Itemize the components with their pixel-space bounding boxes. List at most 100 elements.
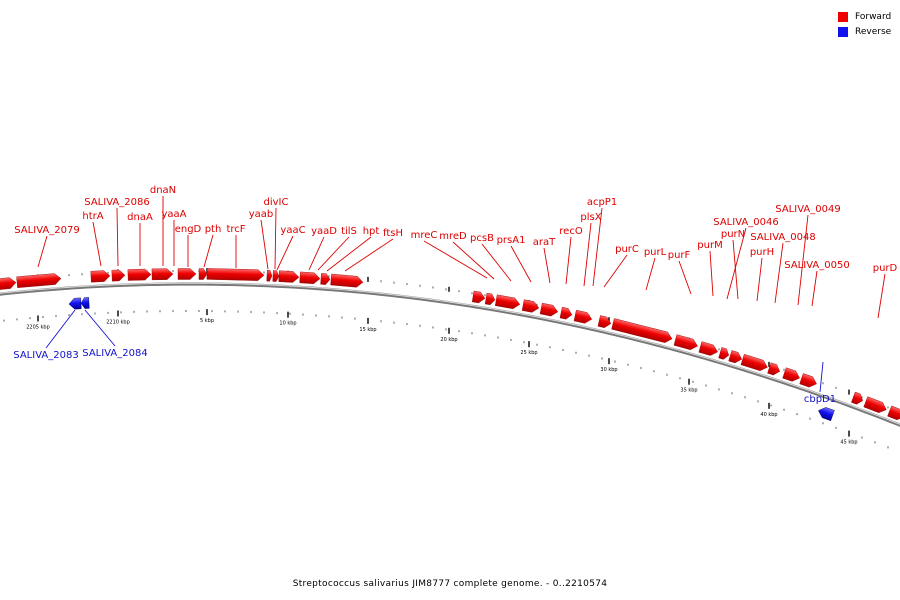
forward-gene-arrow (767, 362, 780, 376)
legend-forward: Forward (838, 9, 891, 24)
forward-gene-arrow (484, 292, 496, 305)
forward-leader-line (811, 270, 818, 307)
forward-leader-line (203, 234, 214, 268)
forward-gene-arrow (90, 270, 111, 283)
forward-gene-arrow (863, 396, 887, 413)
forward-gene-label: hpt (363, 226, 380, 237)
forward-gene-label: divIC (264, 197, 289, 208)
forward-leader-line (732, 239, 739, 300)
scale-label: 5 kbp (200, 318, 214, 324)
forward-leader-line (877, 273, 886, 319)
forward-gene-arrow (573, 309, 593, 324)
forward-gene-label: tilS (341, 226, 357, 237)
forward-gene-label: dnaA (127, 212, 153, 223)
forward-leader-line (774, 242, 784, 304)
forward-leader-line (481, 243, 512, 282)
forward-gene-label: purC (615, 244, 639, 255)
forward-leader-line (645, 257, 656, 291)
forward-gene-label: SALIVA_0049 (775, 204, 840, 215)
forward-gene-label: purF (668, 250, 691, 261)
forward-gene-arrow (559, 306, 573, 320)
forward-gene-label: trcF (226, 224, 245, 235)
forward-leader-line (797, 214, 809, 306)
scale-label: 45 kbp (840, 440, 857, 446)
forward-gene-arrow (698, 341, 718, 356)
forward-gene-arrow (0, 277, 17, 291)
legend-reverse: Reverse (838, 24, 891, 39)
forward-gene-label: yaab (249, 209, 274, 220)
forward-leader-line (37, 235, 48, 268)
forward-gene-label: pth (205, 224, 222, 235)
legend: Forward Reverse (838, 9, 891, 39)
forward-leader-line (317, 236, 350, 271)
forward-gene-label: SALIVA_2086 (84, 197, 149, 208)
genome-backbone-highlight (0, 282, 900, 425)
reverse-gene-arrow (68, 297, 82, 310)
forward-gene-label: mreD (439, 231, 467, 242)
scale-label: 2210 kbp (106, 319, 130, 325)
forward-leader-line (452, 241, 495, 280)
forward-gene-arrow (278, 270, 300, 283)
scale-label: 25 kbp (520, 350, 537, 356)
forward-gene-arrow (127, 268, 152, 281)
forward-gene-arrow (320, 273, 331, 285)
forward-gene-arrow (718, 347, 730, 360)
scale-label: 20 kbp (440, 337, 457, 343)
forward-leader-line (592, 207, 603, 287)
forward-leader-line (565, 236, 572, 285)
forward-swatch (838, 11, 848, 22)
forward-gene-arrow (799, 373, 817, 388)
forward-gene-label: purM (697, 240, 722, 251)
forward-gene-arrow (299, 271, 321, 284)
forward-gene-label: SALIVA_0048 (750, 232, 815, 243)
scale-label: 40 kbp (760, 412, 777, 418)
forward-gene-arrow (494, 294, 521, 309)
forward-leader-line (543, 247, 551, 284)
forward-gene-label: SALIVA_0050 (784, 260, 849, 271)
forward-gene-arrow (611, 318, 673, 343)
scale-label: 10 kbp (279, 321, 296, 327)
legend-reverse-label: Reverse (855, 26, 892, 37)
forward-gene-label: yaaC (280, 225, 305, 236)
forward-gene-arrow (111, 269, 126, 282)
forward-leader-line (603, 254, 628, 288)
forward-leader-line (116, 207, 119, 267)
forward-gene-label: SALIVA_0046 (713, 217, 778, 228)
forward-gene-label: ftsH (383, 228, 403, 239)
forward-leader-line (510, 245, 532, 283)
scale-label: 35 kbp (680, 388, 697, 394)
forward-gene-label: engD (175, 224, 202, 235)
forward-leader-line (423, 240, 488, 279)
forward-gene-arrow (151, 268, 174, 281)
reverse-gene-label: SALIVA_2084 (82, 348, 147, 359)
legend-forward-label: Forward (855, 11, 892, 22)
forward-gene-label: acpP1 (587, 197, 617, 208)
forward-leader-line (583, 222, 592, 287)
reverse-leader-line (84, 309, 116, 347)
forward-gene-arrow (266, 269, 273, 282)
forward-gene-label: araT (533, 237, 556, 248)
forward-gene-arrow (673, 334, 698, 351)
forward-leader-line (276, 235, 294, 271)
forward-leader-line (709, 250, 714, 297)
reverse-gene-arrow (818, 407, 835, 422)
forward-gene-arrow (539, 302, 559, 317)
forward-leader-line (678, 260, 692, 295)
forward-gene-arrow (272, 270, 280, 282)
scale-label: 30 kbp (600, 367, 617, 373)
scale-label: 2205 kbp (26, 324, 50, 330)
reverse-gene-label: SALIVA_2083 (13, 350, 78, 361)
forward-gene-arrow (198, 268, 208, 280)
forward-gene-label: purH (750, 247, 774, 258)
forward-leader-line (726, 227, 747, 300)
forward-leader-line (274, 207, 277, 270)
reverse-leader-line (45, 309, 76, 349)
forward-gene-label: pcsB (470, 233, 494, 244)
forward-leader-line (260, 219, 269, 270)
forward-gene-label: yaaD (311, 226, 337, 237)
genome-caption: Streptococcus salivarius JIM8777 complet… (292, 579, 608, 589)
forward-gene-arrow (597, 315, 612, 328)
forward-gene-arrow (16, 273, 62, 288)
forward-gene-arrow (728, 350, 743, 364)
